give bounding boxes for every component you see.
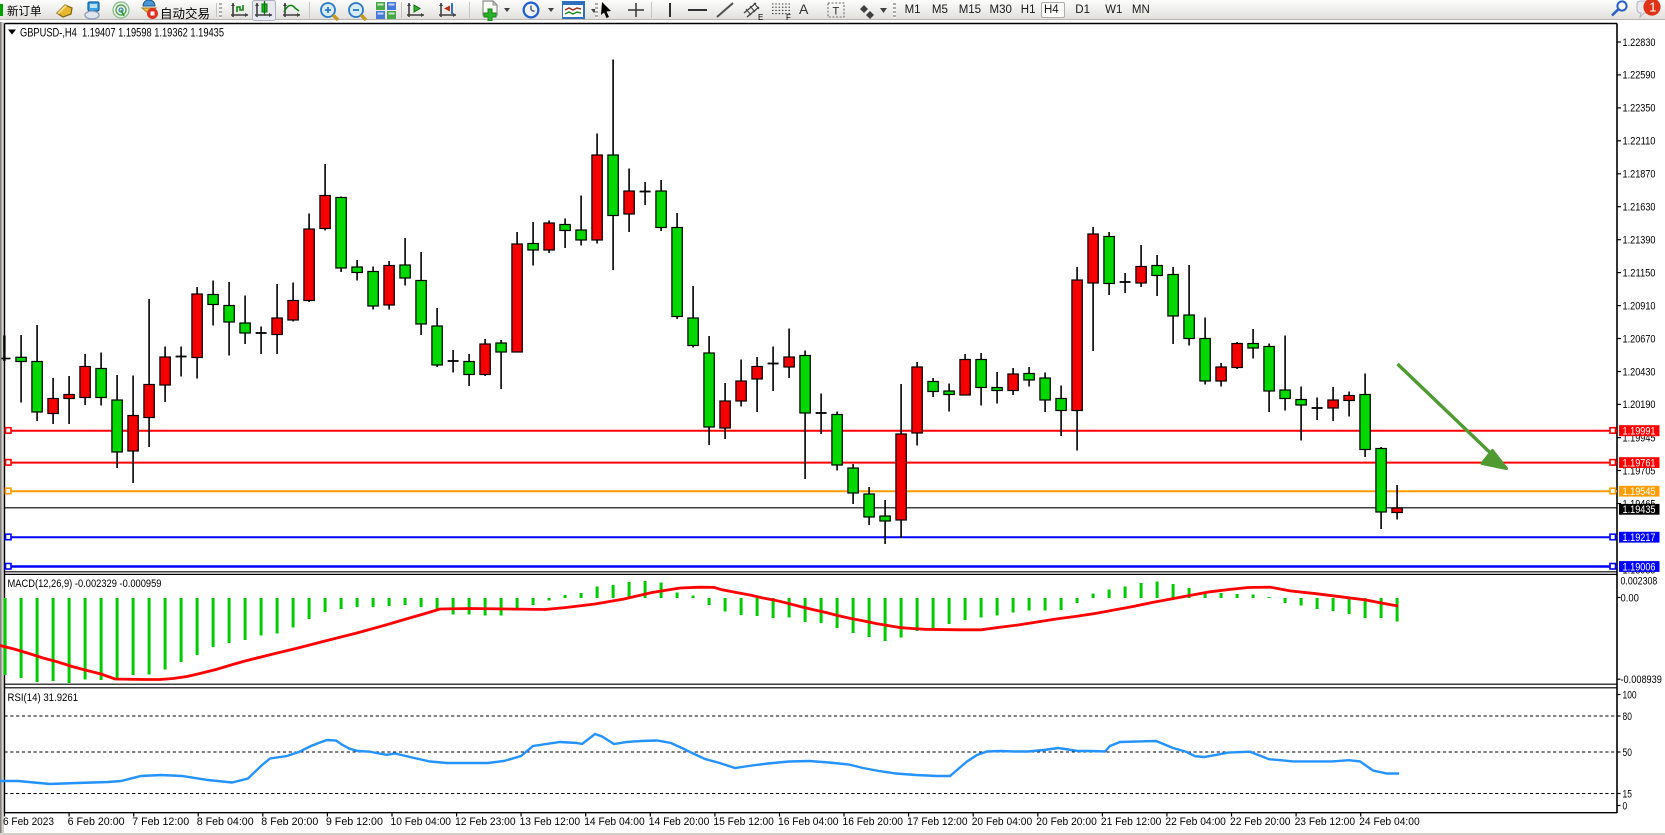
svg-text:1.19545: 1.19545 (1623, 486, 1656, 498)
svg-text:1.21870: 1.21870 (1623, 169, 1656, 181)
svg-text:21 Feb 12:00: 21 Feb 12:00 (1101, 816, 1162, 828)
svg-text:1.22350: 1.22350 (1623, 103, 1656, 115)
svg-text:22 Feb 04:00: 22 Feb 04:00 (1165, 816, 1226, 828)
svg-text:16 Feb 04:00: 16 Feb 04:00 (778, 816, 839, 828)
svg-text:14 Feb 04:00: 14 Feb 04:00 (584, 816, 645, 828)
svg-text:1.19991: 1.19991 (1623, 426, 1656, 438)
svg-text:MACD(12,26,9) -0.002329 -0.000: MACD(12,26,9) -0.002329 -0.000959 (8, 578, 162, 590)
svg-text:1.20190: 1.20190 (1623, 399, 1656, 411)
svg-text:13 Feb 12:00: 13 Feb 12:00 (520, 816, 581, 828)
svg-text:1.20670: 1.20670 (1623, 333, 1656, 345)
svg-text:0: 0 (1623, 800, 1628, 812)
svg-text:8 Feb 20:00: 8 Feb 20:00 (261, 816, 318, 828)
svg-text:14 Feb 20:00: 14 Feb 20:00 (649, 816, 710, 828)
svg-text:1.19435: 1.19435 (1623, 504, 1656, 516)
svg-text:1.21150: 1.21150 (1623, 267, 1656, 279)
svg-text:80: 80 (1623, 711, 1632, 723)
svg-text:20 Feb 04:00: 20 Feb 04:00 (972, 816, 1032, 828)
svg-text:1.22590: 1.22590 (1623, 70, 1656, 82)
svg-text:-0.008939: -0.008939 (1621, 674, 1662, 686)
svg-text:0.00: 0.00 (1621, 592, 1639, 604)
svg-text:1.21390: 1.21390 (1623, 235, 1656, 247)
svg-text:1.22110: 1.22110 (1623, 136, 1656, 148)
svg-text:16 Feb 20:00: 16 Feb 20:00 (843, 816, 904, 828)
svg-text:1: 1 (1649, 0, 1656, 15)
svg-text:1.20430: 1.20430 (1623, 366, 1656, 378)
svg-text:1.19761: 1.19761 (1623, 458, 1656, 470)
svg-text:6 Feb 2023: 6 Feb 2023 (3, 816, 54, 828)
svg-text:GBPUSD-,H4 1.19407 1.19598 1.: GBPUSD-,H4 1.19407 1.19598 1.19362 1.194… (20, 28, 224, 40)
svg-text:22 Feb 20:00: 22 Feb 20:00 (1230, 816, 1291, 828)
svg-text:F: F (786, 13, 791, 21)
svg-text:23 Feb 12:00: 23 Feb 12:00 (1295, 816, 1356, 828)
svg-text:E: E (758, 13, 763, 21)
svg-text:50: 50 (1623, 747, 1632, 759)
svg-text:12 Feb 23:00: 12 Feb 23:00 (455, 816, 515, 828)
svg-text:17 Feb 12:00: 17 Feb 12:00 (907, 816, 968, 828)
svg-text:7 Feb 12:00: 7 Feb 12:00 (132, 816, 189, 828)
svg-text:1.19705: 1.19705 (1623, 465, 1656, 477)
svg-text:1.20910: 1.20910 (1623, 300, 1656, 312)
svg-text:100: 100 (1623, 689, 1637, 701)
svg-text:T: T (833, 6, 840, 18)
svg-text:1.19217: 1.19217 (1623, 532, 1656, 544)
svg-text:8 Feb 04:00: 8 Feb 04:00 (197, 816, 254, 828)
svg-text:1.19006: 1.19006 (1623, 561, 1656, 573)
svg-text:10 Feb 04:00: 10 Feb 04:00 (391, 816, 452, 828)
svg-text:1.22830: 1.22830 (1623, 37, 1656, 49)
svg-text:9 Feb 12:00: 9 Feb 12:00 (326, 816, 383, 828)
svg-text:15: 15 (1623, 788, 1632, 800)
svg-text:20 Feb 20:00: 20 Feb 20:00 (1036, 816, 1097, 828)
svg-text:24 Feb 04:00: 24 Feb 04:00 (1359, 816, 1420, 828)
svg-text:15 Feb 12:00: 15 Feb 12:00 (713, 816, 774, 828)
svg-text:0.002308: 0.002308 (1621, 575, 1658, 587)
svg-text:RSI(14) 31.9261: RSI(14) 31.9261 (8, 692, 79, 704)
svg-text:1.21630: 1.21630 (1623, 202, 1656, 214)
svg-text:6 Feb 20:00: 6 Feb 20:00 (68, 816, 125, 828)
